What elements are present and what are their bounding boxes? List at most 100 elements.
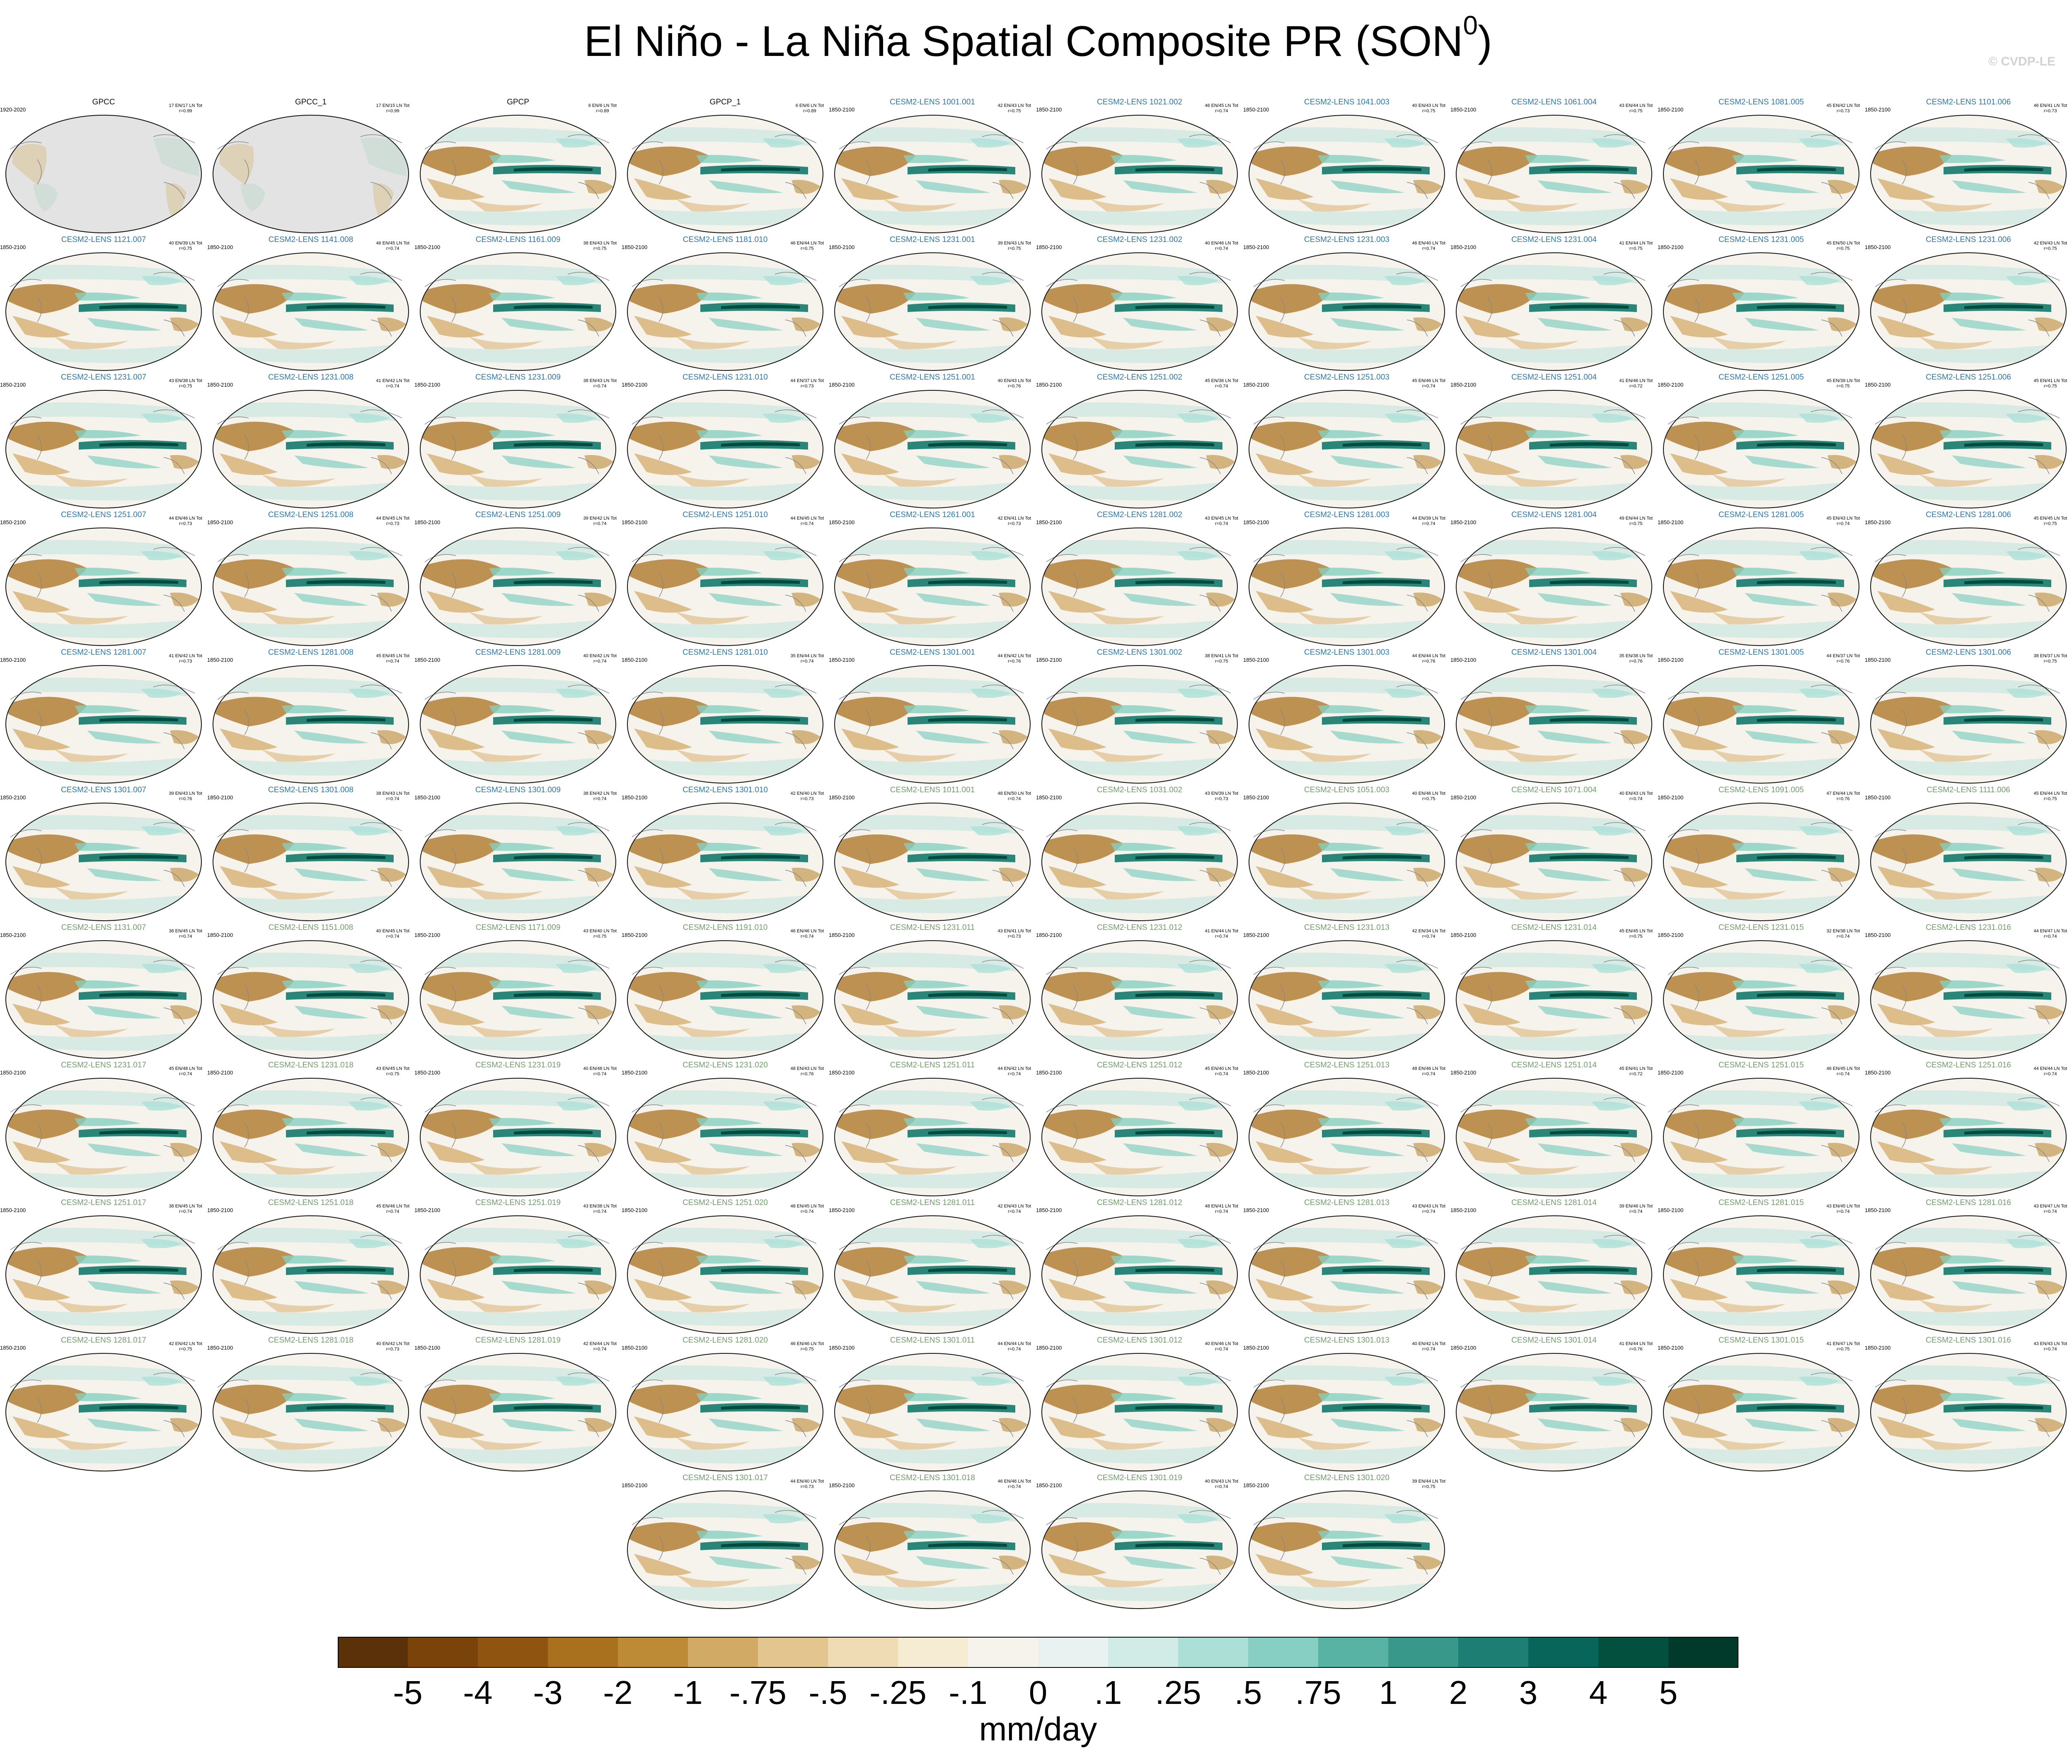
event-counts: 45 EN/42 LN Tot	[1826, 103, 1860, 108]
pattern-correlation: r=0.75	[179, 384, 192, 389]
panel-stats: 17 EN/15 LN Tot r=0.99	[376, 103, 409, 114]
panel-stats: 45 EN/44 LN Tot r=0.75	[2033, 791, 2067, 802]
event-counts: 45 EN/46 LN Tot	[1412, 378, 1445, 383]
event-counts: 41 EN/44 LN Tot	[1619, 1341, 1653, 1346]
event-counts: 38 EN/43 LN Tot	[583, 378, 617, 383]
panel-stats: 38 EN/43 LN Tot r=0.75	[583, 241, 617, 252]
event-counts: 44 EN/44 LN Tot	[2033, 1066, 2067, 1071]
panel-period: 1850-2100	[1865, 519, 1891, 525]
panel-title: GPCP_1	[709, 98, 741, 106]
map-plot	[1249, 528, 1445, 646]
map-panel: CESM2-LENS 1301.003 1850-2100 44 EN/44 LN …	[1243, 648, 1450, 786]
map-panel: CESM2-LENS 1301.009 1850-2100 38 EN/42 LN …	[414, 785, 622, 924]
panel-title: CESM2-LENS 1281.020	[683, 1336, 768, 1345]
event-counts: 41 EN/47 LN Tot	[1826, 1341, 1860, 1346]
panel-title: CESM2-LENS 1191.010	[683, 923, 768, 932]
map-plot	[627, 1215, 823, 1334]
colorbar-swatch	[548, 1637, 618, 1668]
panel-stats: 40 EN/46 LN Tot r=0.74	[1205, 1341, 1238, 1352]
event-counts: 45 EN/45 LN Tot	[2033, 516, 2067, 521]
map-plot	[420, 803, 616, 921]
event-counts: 43 EN/40 LN Tot	[583, 929, 617, 934]
event-counts: 44 EN/39 LN Tot	[1412, 516, 1445, 521]
map-plot	[5, 1353, 202, 1471]
colorbar-tick-label: .75	[1295, 1674, 1341, 1711]
panel-title: GPCP	[507, 98, 529, 106]
pattern-correlation: r=0.74	[1836, 1209, 1850, 1214]
colorbar-swatch	[1668, 1637, 1738, 1668]
panel-period: 1850-2100	[829, 382, 855, 388]
map-plot	[1456, 390, 1652, 508]
map-panel: CESM2-LENS 1231.006 1850-2100 42 EN/43 LN …	[1865, 235, 2072, 374]
map-plot	[627, 803, 823, 921]
event-counts: 40 EN/46 LN Tot	[1205, 241, 1238, 246]
event-counts: 46 EN/45 LN Tot	[1205, 103, 1238, 108]
panel-stats: 48 EN/46 LN Tot r=0.74	[1412, 1066, 1445, 1077]
panel-stats: 41 EN/44 LN Tot r=0.76	[1619, 1341, 1653, 1352]
map-plot	[1663, 528, 1859, 646]
panel-title: CESM2-LENS 1251.007	[61, 511, 146, 519]
panel-stats: 45 EN/43 LN Tot r=0.74	[1826, 516, 1860, 527]
panel-title: CESM2-LENS 1251.012	[1097, 1061, 1182, 1070]
pattern-correlation: r=0.76	[179, 796, 192, 801]
panel-title: CESM2-LENS 1301.001	[890, 648, 975, 657]
panel-title: CESM2-LENS 1301.004	[1511, 648, 1597, 657]
panel-period: 1850-2100	[0, 382, 26, 388]
panel-stats: 48 EN/43 LN Tot r=0.76	[790, 1066, 824, 1077]
panel-period: 1850-2100	[1450, 794, 1477, 801]
map-panel: CESM2-LENS 1251.008 1850-2100 44 EN/45 LN …	[207, 510, 414, 649]
map-plot	[1870, 390, 2067, 508]
panel-title: CESM2-LENS 1281.005	[1719, 511, 1804, 519]
pattern-correlation: r=0.75	[1629, 246, 1643, 251]
map-plot	[1041, 115, 1238, 233]
panel-title: CESM2-LENS 1301.019	[1097, 1474, 1182, 1482]
panel-title: CESM2-LENS 1101.006	[1926, 98, 2011, 106]
map-panel: CESM2-LENS 1301.008 1850-2100 38 EN/43 LN …	[207, 785, 414, 924]
map-panel: CESM2-LENS 1231.011 1850-2100 43 EN/41 LN …	[829, 923, 1036, 1062]
panel-stats: 42 EN/42 LN Tot r=0.75	[169, 1341, 202, 1352]
panel-stats: 44 EN/40 LN Tot r=0.73	[790, 1479, 824, 1490]
pattern-correlation: r=0.74	[1007, 1209, 1021, 1214]
panel-period: 1850-2100	[1036, 794, 1062, 801]
map-plot	[1249, 115, 1445, 233]
pattern-correlation: r=0.74	[1007, 1347, 1021, 1352]
colorbar-tick-label: -4	[463, 1674, 493, 1711]
colorbar-swatch	[1458, 1637, 1529, 1668]
panel-title: CESM2-LENS 1281.014	[1511, 1198, 1597, 1207]
map-plot	[1663, 803, 1859, 921]
map-plot	[1041, 803, 1238, 921]
colorbar-swatch	[1528, 1637, 1599, 1668]
pattern-correlation: r=0.74	[593, 521, 607, 526]
panel-title: CESM2-LENS 1181.010	[683, 235, 768, 244]
panel-period: 1850-2100	[207, 382, 233, 388]
panel-title: CESM2-LENS 1251.014	[1511, 1061, 1597, 1070]
panel-title: CESM2-LENS 1281.019	[475, 1336, 561, 1345]
panel-period: 1850-2100	[1450, 244, 1477, 250]
event-counts: 39 EN/43 LN Tot	[997, 241, 1031, 246]
panel-stats: 43 EN/38 LN Tot r=0.75	[169, 378, 202, 389]
event-counts: 38 EN/43 LN Tot	[376, 791, 409, 796]
map-plot	[1456, 1215, 1652, 1334]
panel-title: CESM2-LENS 1251.017	[61, 1198, 146, 1207]
panel-stats: 46 EN/45 LN Tot r=0.74	[376, 241, 409, 252]
pattern-correlation: r=0.74	[1007, 796, 1021, 801]
map-panel: CESM2-LENS 1281.006 1850-2100 45 EN/45 LN …	[1865, 510, 2072, 649]
event-counts: 32 EN/38 LN Tot	[1826, 929, 1860, 934]
pattern-correlation: r=0.75	[1836, 384, 1850, 389]
colorbar-tick-label: 4	[1589, 1674, 1608, 1711]
map-plot	[420, 940, 616, 1059]
colorbar-tick-label: -2	[603, 1674, 633, 1711]
event-counts: 43 EN/43 LN Tot	[1412, 1204, 1445, 1209]
panel-title: CESM2-LENS 1281.004	[1511, 511, 1597, 519]
panel-title: CESM2-LENS 1231.001	[890, 235, 975, 244]
panel-stats: 44 EN/42 LN Tot r=0.76	[997, 653, 1031, 664]
colorbar-swatch	[1038, 1637, 1109, 1668]
panel-period: 1850-2100	[622, 932, 648, 938]
map-panel: CESM2-LENS 1051.003 1850-2100 40 EN/46 LN …	[1243, 785, 1450, 924]
map-plot	[1041, 1215, 1238, 1334]
panel-title: CESM2-LENS 1281.012	[1097, 1198, 1182, 1207]
map-panel: CESM2-LENS 1231.007 1850-2100 43 EN/38 LN …	[0, 373, 207, 511]
pattern-correlation: r=0.74	[1007, 1072, 1021, 1077]
event-counts: 44 EN/40 LN Tot	[790, 1479, 824, 1484]
pattern-correlation: r=0.73	[1215, 796, 1228, 801]
